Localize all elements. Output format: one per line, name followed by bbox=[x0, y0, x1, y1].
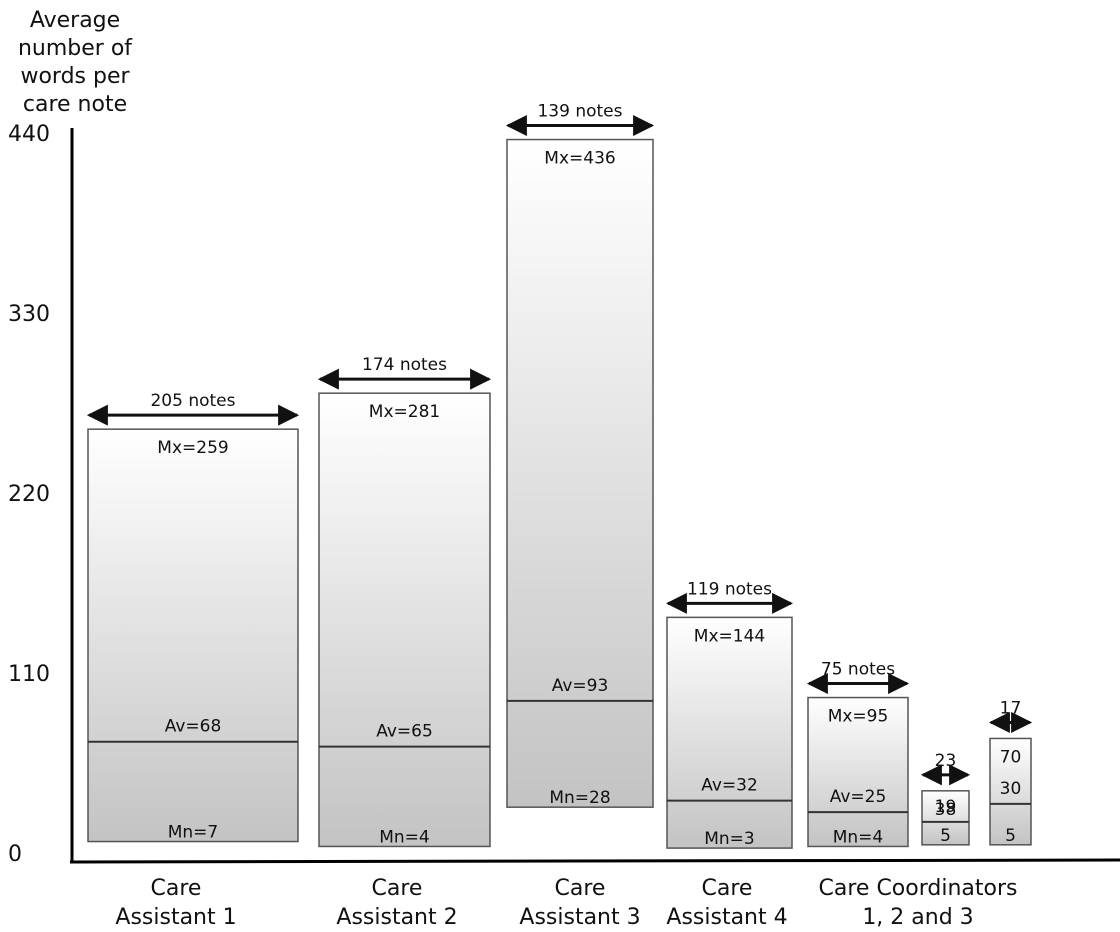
category-labels: Care Assistant 1 Care Assistant 2 Care Assist… bbox=[115, 876, 1017, 930]
category-label-line: Care bbox=[702, 876, 753, 901]
category-label-line: Assistant 2 bbox=[336, 905, 457, 930]
note-count-label: 174 notes bbox=[362, 355, 447, 375]
category-label: Care Coordinators 1, 2 and 3 bbox=[819, 876, 1018, 930]
y-axis-title: Average number of words per care note bbox=[18, 8, 133, 117]
max-label: Mx=144 bbox=[694, 626, 765, 646]
category-label-line: Care Coordinators bbox=[819, 876, 1018, 901]
average-label: Av=68 bbox=[165, 717, 222, 737]
min-label: Mn=3 bbox=[704, 829, 755, 849]
max-label: 70 bbox=[1000, 747, 1022, 767]
min-label: Mn=4 bbox=[833, 827, 884, 847]
note-count-label: 205 notes bbox=[150, 391, 235, 411]
note-count-label: 139 notes bbox=[537, 102, 622, 122]
bar-group: 205 notes Mx=259 Av=68 Mn=7 174 notes Mx=281 A… bbox=[86, 102, 1033, 849]
bar bbox=[318, 392, 491, 848]
category-label-line: Assistant 4 bbox=[666, 905, 787, 930]
max-label: Mx=281 bbox=[369, 402, 440, 422]
max-label: Mx=259 bbox=[157, 438, 228, 458]
average-label: 30 bbox=[1000, 779, 1022, 799]
bar bbox=[807, 696, 909, 848]
y-axis-title-line: Average bbox=[30, 8, 120, 33]
y-axis-title-line: number of bbox=[18, 36, 133, 61]
category-label-line: Care bbox=[555, 876, 606, 901]
y-axis-title-line: words per bbox=[20, 64, 130, 89]
bar bbox=[87, 428, 299, 843]
min-label: Mn=4 bbox=[379, 827, 430, 847]
category-label-line: Assistant 1 bbox=[115, 905, 236, 930]
bar bbox=[666, 616, 793, 849]
average-label: Av=65 bbox=[376, 722, 433, 742]
y-tick-label: 330 bbox=[8, 302, 50, 327]
category-label: Care Assistant 3 bbox=[519, 876, 640, 930]
category-label: Care Assistant 1 bbox=[115, 876, 236, 930]
bar bbox=[989, 737, 1032, 846]
average-label: Av=32 bbox=[701, 776, 758, 796]
y-tick-label: 220 bbox=[8, 482, 50, 507]
note-count-label: 23 bbox=[935, 751, 957, 771]
y-axis-title-line: care note bbox=[23, 92, 127, 117]
min-label: Mn=7 bbox=[168, 823, 219, 843]
category-label-line: Care bbox=[151, 876, 202, 901]
category-label-line: 1, 2 and 3 bbox=[862, 905, 973, 930]
y-tick-labels: 0 110 220 330 440 bbox=[8, 122, 50, 867]
average-label: 19 bbox=[935, 797, 957, 817]
max-label: Mx=95 bbox=[828, 707, 889, 727]
category-label-line: Care bbox=[372, 876, 423, 901]
category-label: Care Assistant 4 bbox=[666, 876, 787, 930]
max-label: Mx=436 bbox=[544, 149, 615, 169]
x-axis-line bbox=[69, 858, 1120, 864]
y-tick-label: 110 bbox=[8, 662, 50, 687]
min-label: Mn=28 bbox=[549, 788, 610, 808]
category-label-line: Assistant 3 bbox=[519, 905, 640, 930]
note-count-label: 17 bbox=[1000, 698, 1022, 718]
bar bbox=[506, 138, 654, 808]
min-label: 5 bbox=[1005, 826, 1016, 846]
note-count-label: 119 notes bbox=[687, 579, 772, 599]
average-label: Av=93 bbox=[552, 676, 609, 696]
y-tick-label: 440 bbox=[8, 122, 50, 147]
bar bbox=[921, 790, 970, 846]
note-count-label: 75 notes bbox=[821, 660, 895, 680]
category-label: Care Assistant 2 bbox=[336, 876, 457, 930]
max-label: 38 bbox=[935, 800, 957, 820]
min-label: 5 bbox=[940, 826, 951, 846]
average-label: Av=25 bbox=[830, 787, 887, 807]
y-tick-label: 0 bbox=[8, 842, 22, 867]
